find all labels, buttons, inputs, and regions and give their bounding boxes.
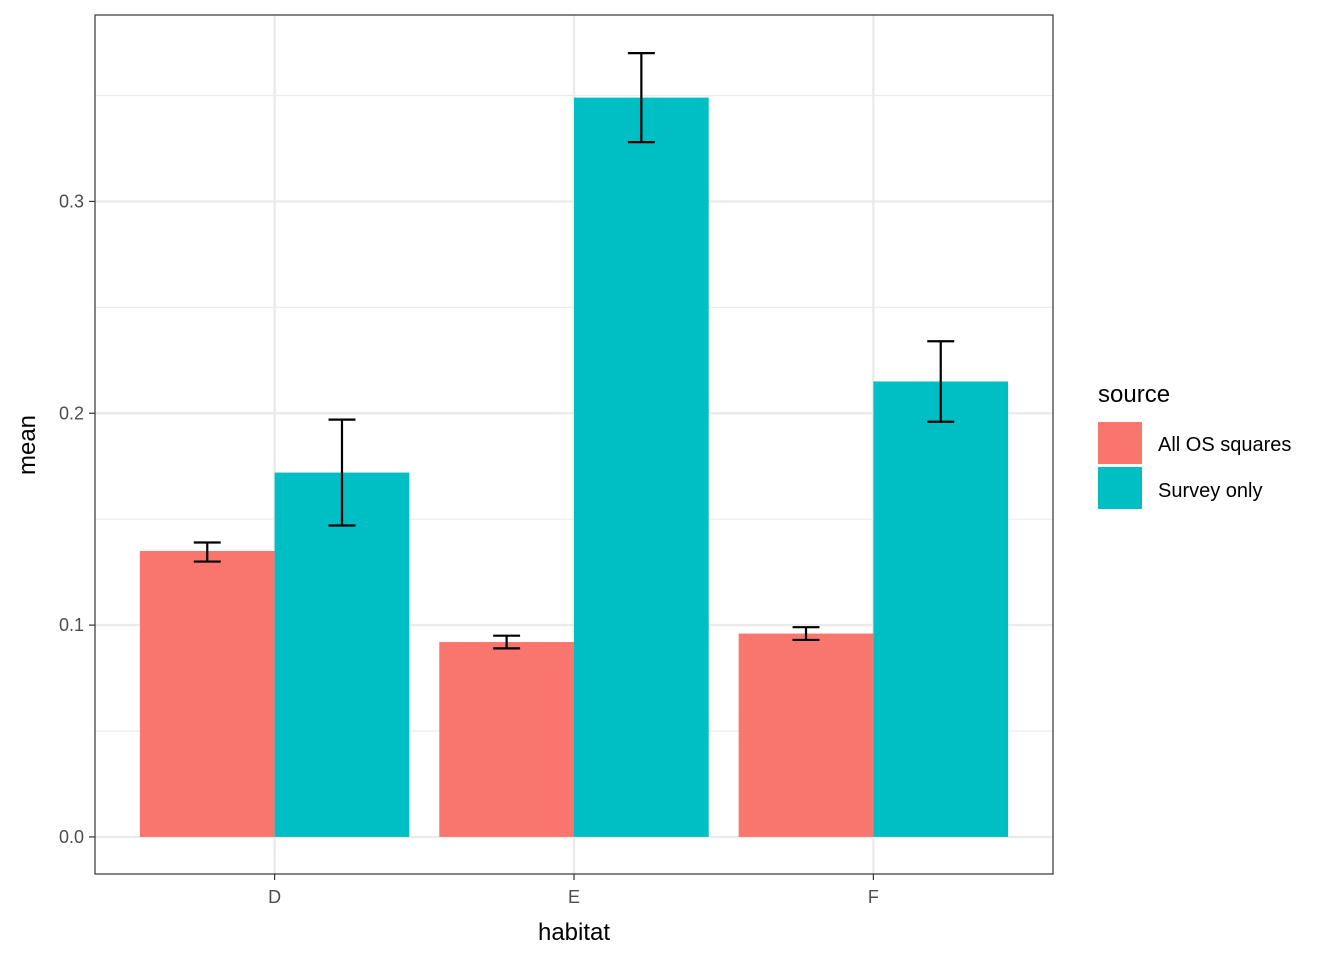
y-tick-label: 0.1 [59,615,84,635]
error-bars [193,52,955,650]
y-tick-label: 0.3 [59,191,84,211]
legend-key-all-os-squares [1098,422,1142,464]
error-bar-survey-only-e [627,52,655,144]
bar-survey-only-e [574,97,709,837]
x-tick-label: E [568,887,580,907]
x-axis-title: habitat [538,919,610,946]
bar-all-os-squares-f [738,633,874,837]
x-tick-label: D [268,887,281,907]
bar-all-os-squares-d [139,550,275,837]
bars [139,97,1009,837]
legend-title: source [1098,381,1170,408]
x-axis: D E F [268,874,879,907]
error-bar-all-os-squares-d [193,541,221,563]
y-tick-label: 0.0 [59,827,84,847]
error-bar-all-os-squares-f [792,626,820,642]
legend: source All OS squares Survey only [1098,381,1291,509]
legend-label-survey-only: Survey only [1158,480,1263,502]
y-tick-label: 0.2 [59,403,84,423]
error-bar-survey-only-d [328,418,356,527]
y-axis-title: mean [14,415,41,475]
legend-label-all-os-squares: All OS squares [1158,434,1291,456]
bar-all-os-squares-e [439,642,574,837]
y-axis: 0.0 0.1 0.2 0.3 [59,191,95,847]
legend-key-survey-only [1098,467,1142,509]
bar-survey-only-f [873,381,1009,837]
error-bar-all-os-squares-e [493,634,521,650]
error-bar-survey-only-f [927,340,955,423]
bar-survey-only-d [274,472,410,837]
x-tick-label: F [868,887,879,907]
